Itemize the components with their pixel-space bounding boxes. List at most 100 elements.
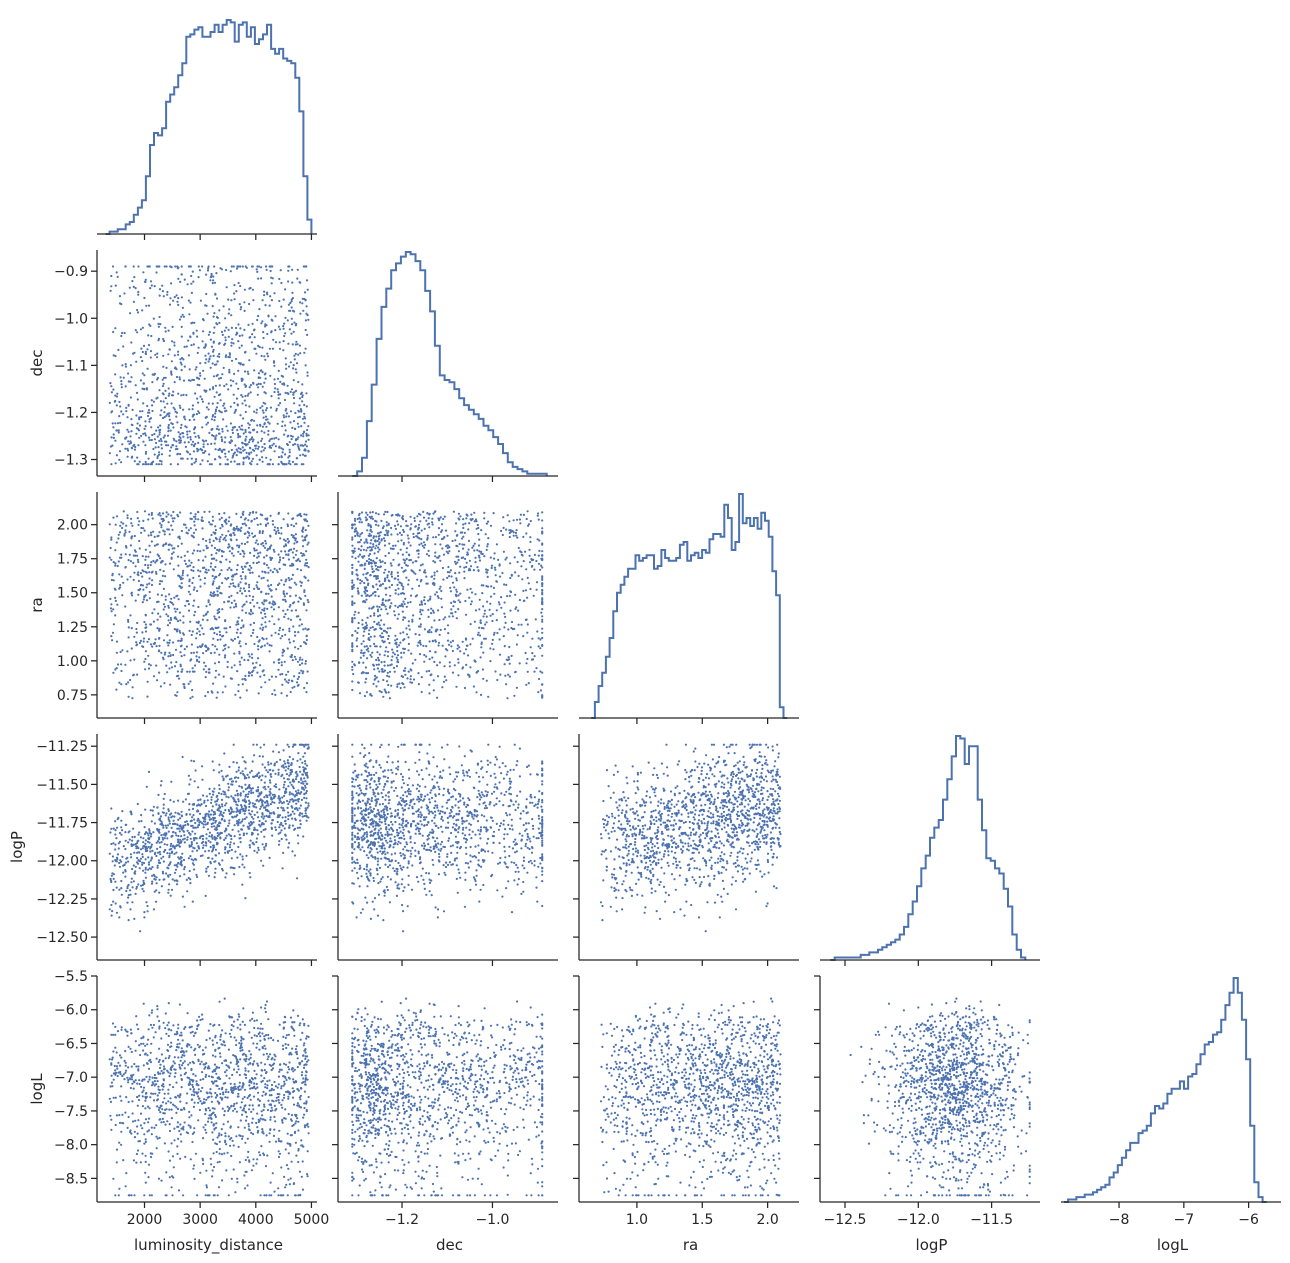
scatter-point <box>194 435 197 438</box>
scatter-point <box>142 837 145 840</box>
scatter-point <box>478 626 481 629</box>
scatter-point <box>351 579 354 582</box>
scatter-point <box>420 676 423 679</box>
scatter-point <box>298 743 301 746</box>
scatter-point <box>137 579 141 583</box>
scatter-point <box>418 633 421 637</box>
scatter-point <box>302 435 305 438</box>
scatter-point <box>201 400 204 403</box>
scatter-point <box>284 633 287 636</box>
scatter-point <box>182 615 185 618</box>
scatter-point <box>407 649 410 652</box>
scatter-point <box>245 524 248 527</box>
scatter-point <box>205 649 208 653</box>
scatter-point <box>386 664 389 667</box>
scatter-point <box>277 404 280 407</box>
scatter-point <box>412 614 415 617</box>
scatter-point <box>250 674 253 677</box>
scatter-point <box>415 535 418 538</box>
scatter-point <box>263 674 266 677</box>
scatter-point <box>244 611 248 614</box>
scatter-point <box>144 450 148 453</box>
scatter-point <box>197 605 200 609</box>
scatter-point <box>484 623 487 626</box>
scatter-point <box>424 543 427 547</box>
scatter-point <box>175 630 179 633</box>
scatter-point <box>306 428 309 432</box>
scatter-point <box>149 280 153 283</box>
scatter-point <box>265 554 268 557</box>
scatter-point <box>174 648 178 651</box>
scatter-point <box>150 511 153 515</box>
scatter-point <box>219 410 222 413</box>
scatter-point <box>381 560 384 563</box>
scatter-point <box>261 514 264 517</box>
scatter-point <box>149 287 152 290</box>
scatter-point <box>226 458 229 461</box>
scatter-point <box>281 672 284 676</box>
scatter-point <box>119 583 122 587</box>
scatter-point <box>512 531 515 534</box>
scatter-point <box>267 421 270 424</box>
scatter-point <box>303 686 306 690</box>
scatter-point <box>396 617 399 620</box>
scatter-point <box>216 360 219 363</box>
scatter-point <box>227 786 230 789</box>
scatter-point <box>520 623 523 626</box>
scatter-point <box>541 575 544 578</box>
scatter-point <box>233 411 236 414</box>
scatter-point <box>147 638 151 641</box>
scatter-point <box>428 650 432 653</box>
scatter-point <box>244 767 247 770</box>
scatter-point <box>246 536 249 539</box>
scatter-point <box>485 522 488 525</box>
scatter-point <box>272 442 275 445</box>
scatter-point <box>131 424 134 427</box>
scatter-point <box>241 605 244 608</box>
scatter-point <box>236 628 239 631</box>
scatter-point <box>300 434 303 437</box>
scatter-point <box>143 510 147 513</box>
scatter-point <box>473 520 476 523</box>
scatter-point <box>463 531 466 535</box>
scatter-point <box>468 559 471 562</box>
scatter-point <box>251 333 254 336</box>
scatter-point <box>367 632 370 636</box>
scatter-point <box>473 542 476 545</box>
scatter-point <box>307 450 310 453</box>
scatter-point <box>288 641 291 644</box>
scatter-point <box>216 609 219 612</box>
scatter-point <box>420 613 423 616</box>
scatter-point <box>217 852 221 855</box>
scatter-point <box>149 350 153 353</box>
scatter-point <box>397 593 400 596</box>
scatter-point <box>354 534 357 538</box>
scatter-point <box>211 643 214 646</box>
scatter-point <box>287 553 290 556</box>
scatter-point <box>397 578 400 581</box>
scatter-point <box>179 406 182 409</box>
scatter-point <box>248 423 251 426</box>
scatter-point <box>235 512 238 516</box>
scatter-point <box>181 313 184 316</box>
scatter-point <box>260 277 263 280</box>
scatter-point <box>205 273 208 276</box>
scatter-point <box>144 808 147 811</box>
scatter-point <box>147 566 150 569</box>
scatter-point <box>212 279 215 282</box>
scatter-point <box>421 609 424 612</box>
scatter-point <box>144 657 147 661</box>
scatter-point <box>257 552 260 555</box>
scatter-point <box>202 652 205 655</box>
scatter-point <box>192 450 195 453</box>
scatter-point <box>238 640 241 643</box>
scatter-point <box>197 441 200 444</box>
scatter-point <box>514 571 517 574</box>
scatter-point <box>237 265 240 268</box>
scatter-point <box>150 843 153 846</box>
scatter-point <box>230 359 234 362</box>
scatter-point <box>303 513 306 516</box>
scatter-point <box>142 402 145 405</box>
scatter-point <box>190 534 193 537</box>
scatter-point <box>202 823 205 826</box>
